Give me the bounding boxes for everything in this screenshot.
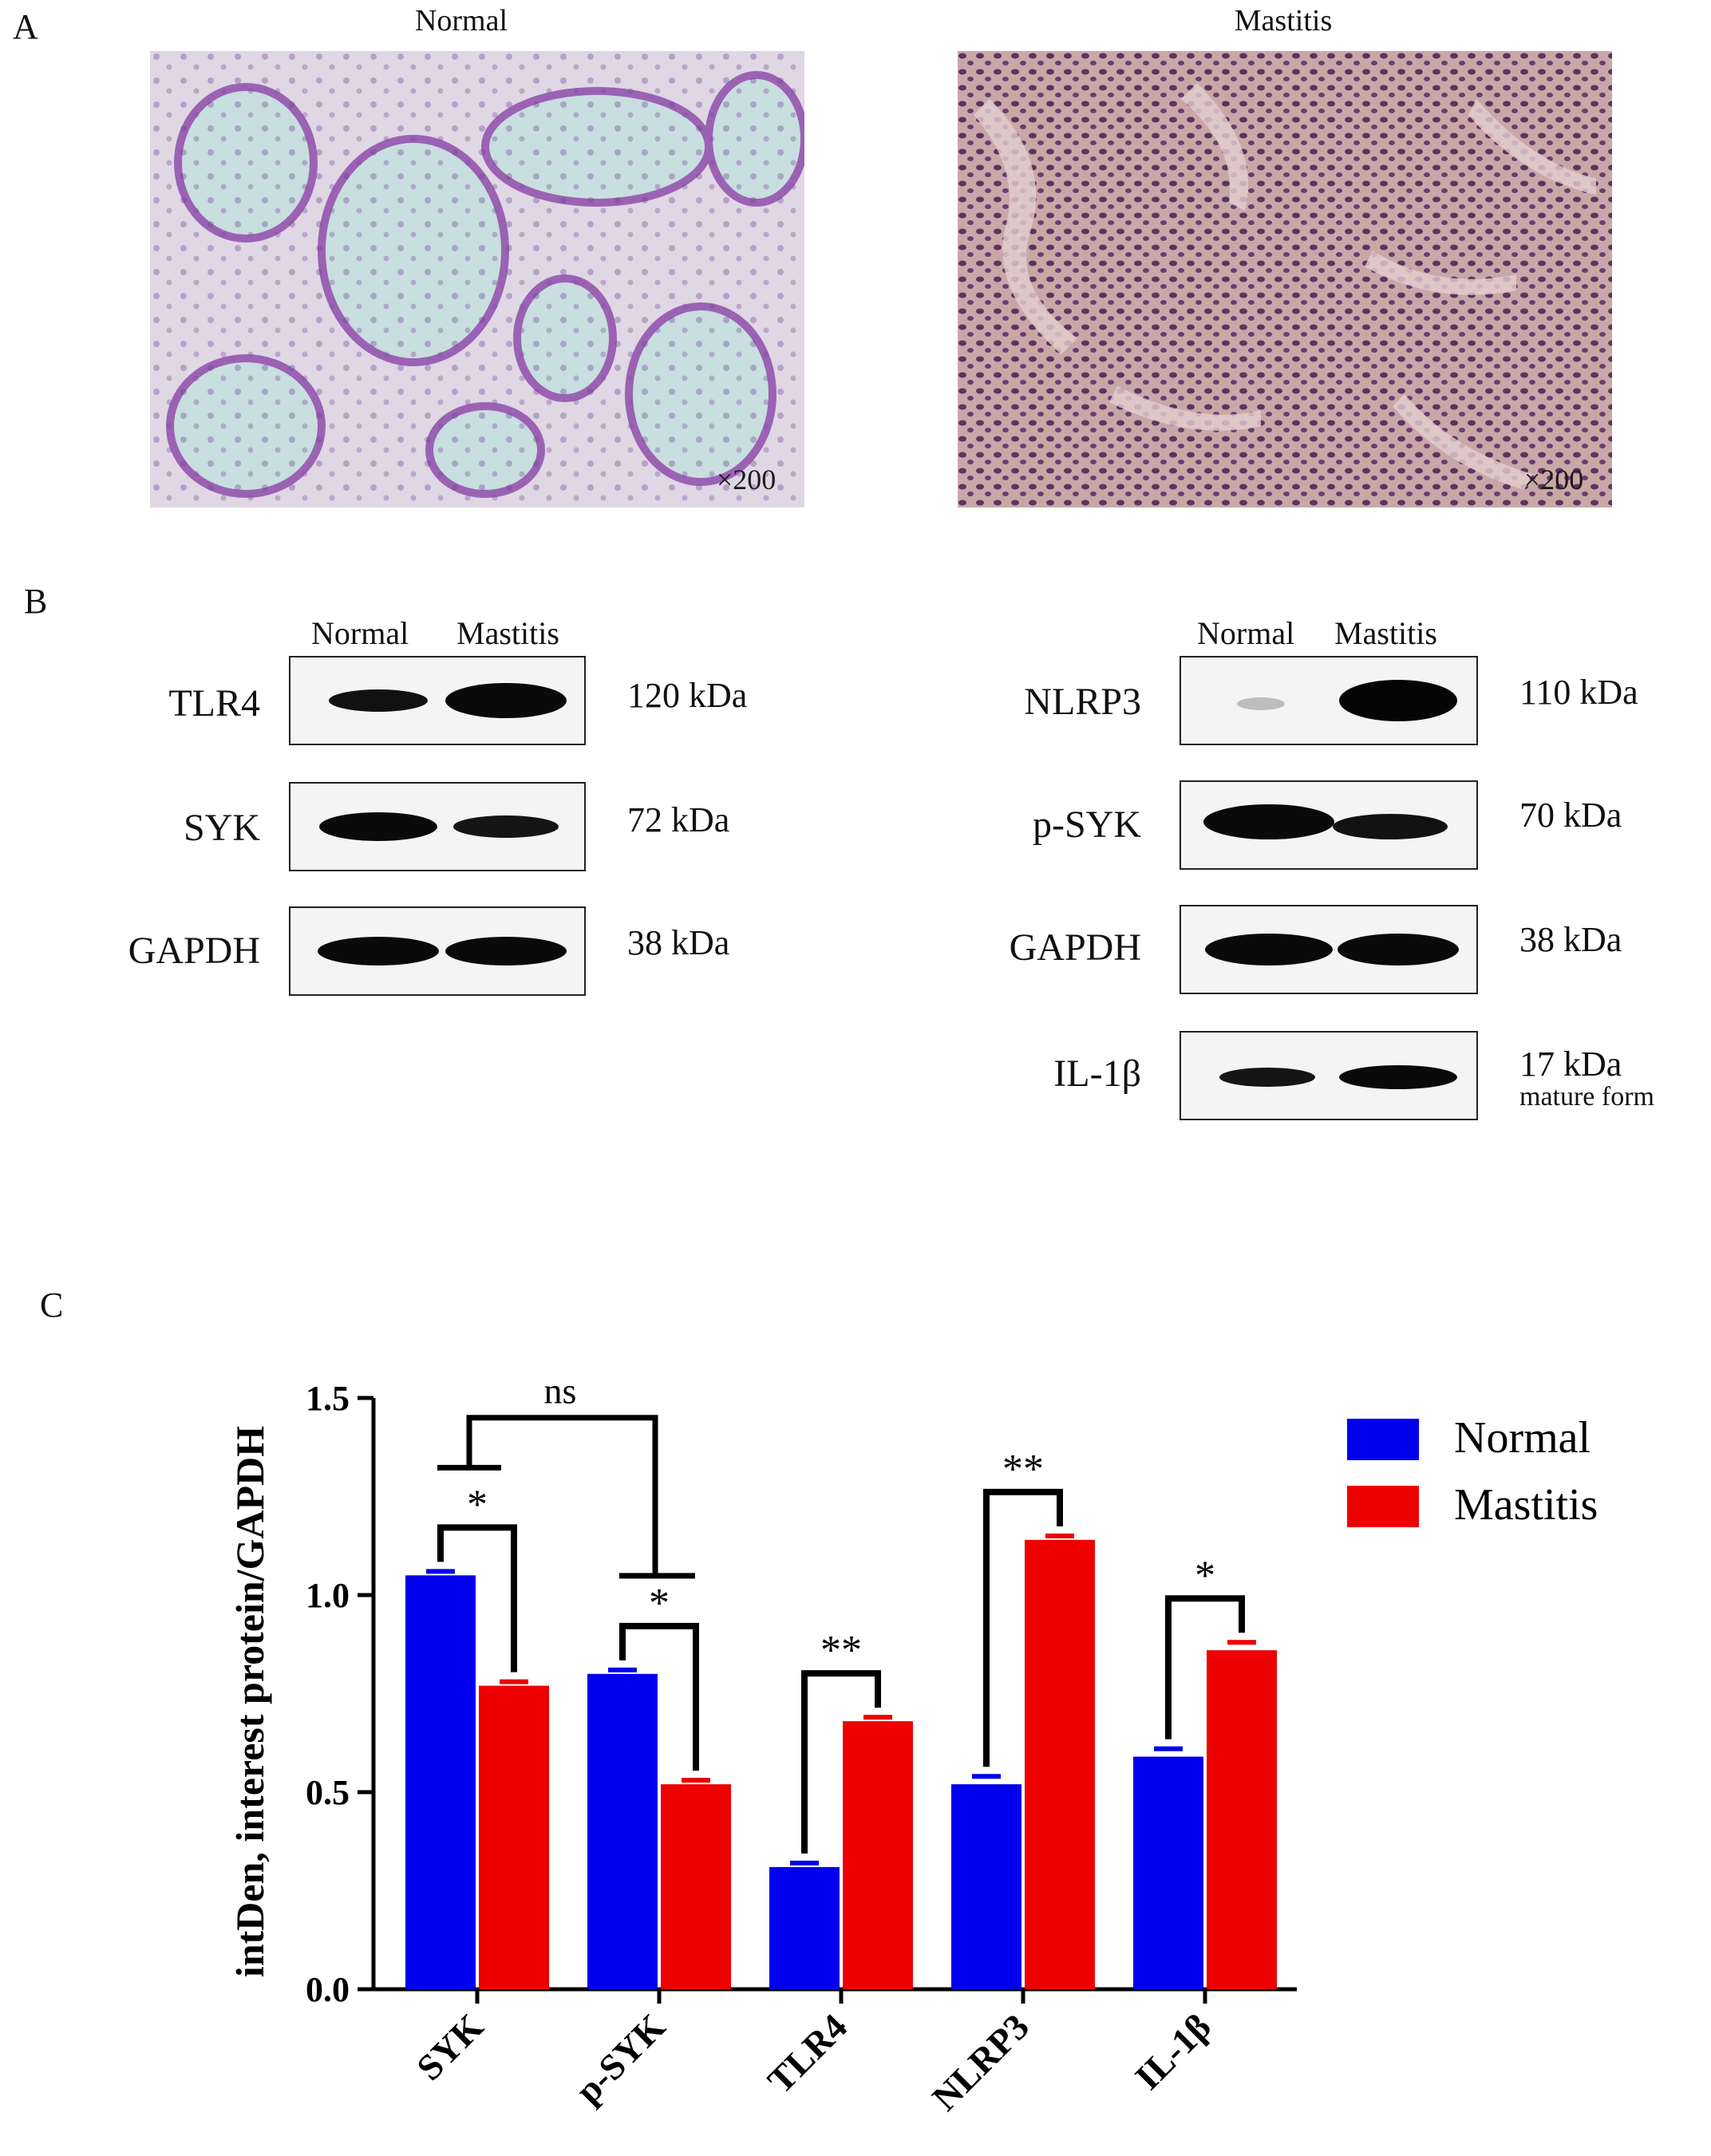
bar [843,1721,913,1989]
p-syk-label: p-SYK [1032,804,1141,846]
y-tick-label: 1.5 [306,1379,350,1418]
mastitis-histology-image [958,51,1612,507]
group-comparison-label: ns [544,1371,577,1412]
bar [1207,1650,1277,1989]
mastitis-magnification-label: ×200 [1524,464,1584,496]
syk-blot [289,782,586,871]
gapdh-blot-right [1180,905,1478,994]
il-1b-size: 17 kDa [1519,1044,1622,1084]
y-axis-title: intDen, interest protein/GAPDH [227,1426,272,1977]
right-lane-label-normal: Normal [1197,615,1295,651]
gapdh-size-left: 38 kDa [627,923,730,962]
significance-marker: ** [820,1628,862,1673]
bar [661,1784,731,1989]
nlrp3-size: 110 kDa [1519,673,1638,712]
tlr4-blot [289,656,586,745]
bar [1133,1756,1203,1989]
right-lane-label-mastitis: Mastitis [1334,615,1437,651]
tlr4-label: TLR4 [168,682,260,725]
bar [951,1784,1021,1989]
legend-swatch [1347,1419,1419,1460]
panel-label-c: C [40,1285,64,1325]
x-tick-label: SYK [409,2006,491,2088]
panel-label-a: A [13,7,38,46]
x-tick-label: p-SYK [567,2006,673,2111]
normal-histology-image [150,51,804,507]
y-tick-label: 0.5 [306,1773,350,1812]
group-comparison-bracket [466,1415,658,1576]
protein-expression-chart: 0.0 0.5 1.0 1.5 intDen, interest protein/GAP… [227,1371,1598,2118]
legend-label: Normal [1454,1413,1590,1463]
left-lane-label-mastitis: Mastitis [456,615,559,651]
significance-marker: * [649,1581,670,1626]
legend-swatch [1347,1486,1419,1527]
normal-histology-title: Normal [414,4,508,38]
bar [769,1866,840,1989]
tlr4-size: 120 kDa [627,676,748,715]
significance-marker: * [467,1482,488,1527]
bar [1025,1539,1095,1989]
mastitis-histology-title: Mastitis [1234,4,1333,38]
significance-marker: * [1195,1553,1215,1598]
il-1b-label: IL-1β [1053,1052,1141,1095]
significance-bracket [983,1488,1063,1767]
il-1b-blot [1180,1031,1478,1120]
legend-label: Mastitis [1454,1480,1598,1530]
x-tick-label: NLRP3 [924,2006,1037,2118]
significance-bracket [619,1622,699,1771]
syk-label: SYK [183,807,260,849]
bar [405,1575,476,1989]
x-tick-label: TLR4 [760,2006,855,2101]
nlrp3-label: NLRP3 [1024,681,1141,723]
normal-magnification-label: ×200 [717,464,776,496]
p-syk-blot [1180,780,1478,870]
gapdh-label-right: GAPDH [1009,926,1141,969]
significance-marker: ** [1002,1447,1044,1492]
gapdh-label-left: GAPDH [128,930,260,972]
gapdh-size-right: 38 kDa [1519,920,1622,959]
panel-label-b: B [24,582,48,621]
y-tick-label: 1.0 [306,1576,350,1615]
bar [587,1673,658,1989]
p-syk-size: 70 kDa [1519,796,1622,835]
gapdh-blot-left [289,906,586,996]
y-tick-label: 0.0 [306,1970,350,2009]
nlrp3-blot [1180,656,1478,745]
il-1b-form-note: mature form [1519,1082,1654,1112]
significance-bracket [437,1524,517,1672]
left-lane-label-normal: Normal [311,615,409,651]
x-tick-label: IL-1β [1127,2006,1219,2098]
bar [479,1685,549,1989]
significance-bracket [801,1670,881,1854]
significance-bracket [1165,1595,1245,1739]
syk-size: 72 kDa [627,800,730,839]
